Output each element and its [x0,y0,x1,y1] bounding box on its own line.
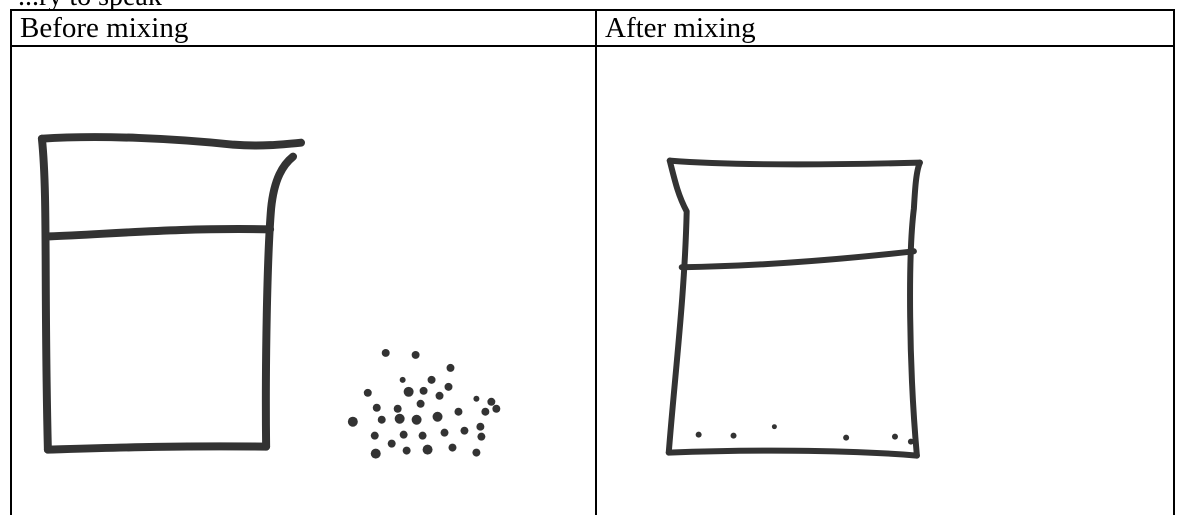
comparison-table: Before mixing After mixing [10,9,1175,515]
before-mixing-drawing [37,133,501,459]
before-mixing-cell [10,44,597,515]
drawing-row [10,44,1175,515]
before-mixing-header: Before mixing [10,9,597,47]
table-header-row: Before mixing After mixing [10,9,1175,47]
after-mixing-header: After mixing [595,9,1175,47]
after-mixing-drawing [665,157,923,459]
after-mixing-cell [595,44,1175,515]
cropped-top-text: ...ry to speak [18,0,162,11]
